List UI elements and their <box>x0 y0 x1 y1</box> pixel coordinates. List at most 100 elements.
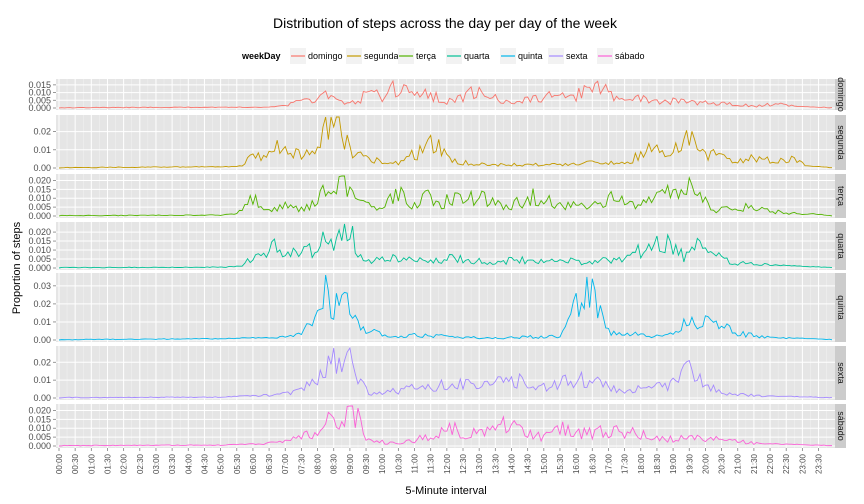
x-tick-label: 21:00 <box>734 453 743 474</box>
y-tick-label: 0.01 <box>33 145 51 155</box>
x-tick-label: 16:00 <box>572 453 581 474</box>
y-tick-label: 0.015 <box>28 184 51 194</box>
x-tick-label: 17:00 <box>604 453 613 474</box>
x-tick-label: 09:00 <box>346 453 355 474</box>
x-tick-label: 06:00 <box>249 453 258 474</box>
facet-strip <box>835 222 846 270</box>
x-tick-label: 14:30 <box>524 453 533 474</box>
y-tick-label: 0.020 <box>28 405 51 415</box>
panel-background <box>56 222 835 270</box>
legend-label-3: quarta <box>464 51 490 61</box>
y-tick-label: 0.010 <box>28 245 51 255</box>
panel-background <box>56 273 835 342</box>
y-tick-label: 0.000 <box>28 441 51 451</box>
x-tick-label: 00:00 <box>55 453 64 474</box>
x-tick-label: 19:00 <box>669 453 678 474</box>
x-tick-label: 10:00 <box>378 453 387 474</box>
y-tick-label: 0.01 <box>33 317 51 327</box>
x-tick-label: 08:30 <box>330 453 339 474</box>
legend: weekDay domingo segunda terça quarta quinta s… <box>241 48 645 64</box>
x-tick-label: 04:30 <box>200 453 209 474</box>
y-tick-label: 0.03 <box>33 281 51 291</box>
x-tick-label: 10:30 <box>394 453 403 474</box>
facet-strip <box>835 346 846 400</box>
x-tick-label: 17:30 <box>621 453 630 474</box>
x-tick-label: 12:30 <box>459 453 468 474</box>
x-tick-label: 06:30 <box>265 453 274 474</box>
y-tick-label: 0.000 <box>28 103 51 113</box>
series-line-5 <box>58 346 833 399</box>
x-tick-label: 08:00 <box>314 453 323 474</box>
series-line-0 <box>58 79 833 109</box>
y-tick-label: 0.015 <box>28 414 51 424</box>
y-tick-label: 0.01 <box>33 375 51 385</box>
y-tick-label: 0.02 <box>33 299 51 309</box>
y-tick-label: 0.020 <box>28 227 51 237</box>
y-tick-label: 0.005 <box>28 254 51 264</box>
facet-strip <box>835 115 846 170</box>
y-tick-label: 0.005 <box>28 432 51 442</box>
facet-strip <box>835 404 846 448</box>
x-axis: 00:00 00:30 01:00 01:30 02:00 02:30 03:00 03:30… <box>55 448 824 474</box>
y-tick-label: 0.02 <box>33 357 51 367</box>
facet-strip-label: domingo <box>836 77 846 112</box>
x-tick-label: 03:00 <box>152 453 161 474</box>
y-tick-label: 0.010 <box>28 423 51 433</box>
x-tick-label: 01:00 <box>87 453 96 474</box>
x-tick-label: 07:00 <box>281 453 290 474</box>
y-tick-label: 0.010 <box>28 193 51 203</box>
x-tick-label: 13:00 <box>475 453 484 474</box>
x-tick-label: 16:30 <box>588 453 597 474</box>
panel-background <box>56 115 835 170</box>
x-tick-label: 19:30 <box>685 453 694 474</box>
y-tick-label: 0.005 <box>28 95 51 105</box>
series-line-1 <box>58 116 833 169</box>
series-line-2 <box>58 175 833 217</box>
facet-strip-label: sexta <box>836 362 846 384</box>
x-tick-label: 01:30 <box>103 453 112 474</box>
legend-label-1: segunda <box>364 51 399 61</box>
y-tick-label: 0.00 <box>33 393 51 403</box>
x-tick-label: 09:30 <box>362 453 371 474</box>
legend-title: weekDay <box>241 51 281 61</box>
chart-title: Distribution of steps across the day per… <box>273 15 618 31</box>
legend-label-0: domingo <box>308 51 343 61</box>
facet-strip-label: quarta <box>836 233 846 259</box>
x-tick-label: 04:00 <box>184 453 193 474</box>
legend-label-4: quinta <box>518 51 543 61</box>
panel-4: 0.00 0.01 0.02 0.03 quinta <box>33 273 846 345</box>
x-tick-label: 18:30 <box>653 453 662 474</box>
facet-strip <box>835 273 846 342</box>
legend-label-2: terça <box>416 51 436 61</box>
x-tick-label: 05:30 <box>233 453 242 474</box>
series-line-4 <box>58 274 833 341</box>
series-line-3 <box>58 223 833 269</box>
facet-strip-label: quinta <box>836 295 846 320</box>
y-tick-label: 0.015 <box>28 236 51 246</box>
legend-label-5: sexta <box>566 51 588 61</box>
y-tick-label: 0.005 <box>28 202 51 212</box>
x-tick-label: 07:30 <box>297 453 306 474</box>
facet-strip-label: terça <box>836 186 846 206</box>
panel-1: 0.00 0.01 0.02 segunda <box>33 115 846 173</box>
x-tick-label: 20:00 <box>701 453 710 474</box>
x-tick-label: 03:30 <box>168 453 177 474</box>
x-tick-label: 15:00 <box>540 453 549 474</box>
y-tick-label: 0.000 <box>28 263 51 273</box>
y-tick-label: 0.000 <box>28 211 51 221</box>
legend-label-6: sábado <box>615 51 645 61</box>
x-tick-label: 22:30 <box>782 453 791 474</box>
facet-strip-label: sábado <box>836 411 846 441</box>
y-tick-label: 0.010 <box>28 88 51 98</box>
y-tick-label: 0.02 <box>33 127 51 137</box>
y-axis-title: Proportion of steps <box>11 221 23 314</box>
y-tick-label: 0.015 <box>28 80 51 90</box>
x-tick-label: 14:00 <box>507 453 516 474</box>
panel-background <box>56 346 835 400</box>
x-tick-label: 23:30 <box>815 453 824 474</box>
